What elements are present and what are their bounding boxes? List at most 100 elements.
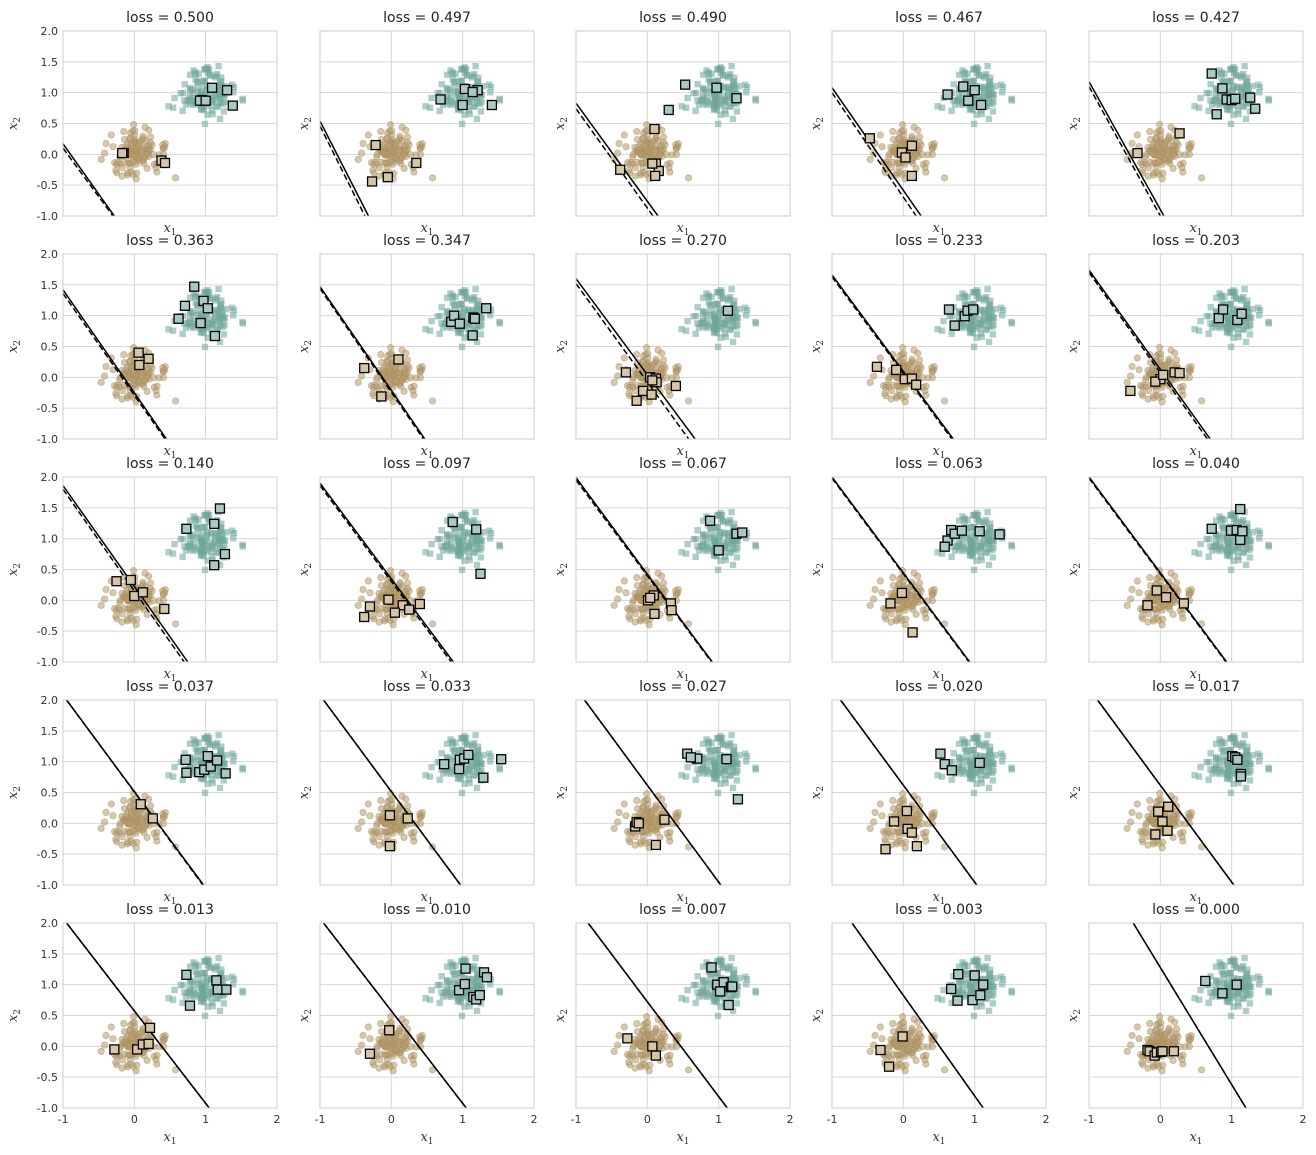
- class1-point: [452, 739, 459, 746]
- class0-point: [428, 620, 437, 628]
- class0-point: [127, 837, 135, 845]
- class1-point: [964, 70, 971, 77]
- batch-point: [620, 367, 632, 378]
- class0-point: [623, 827, 632, 836]
- class1-point: [695, 101, 703, 108]
- class1-point: [978, 110, 985, 118]
- class0-point: [633, 581, 642, 590]
- class0-point: [143, 610, 151, 618]
- class1-point: [218, 743, 225, 750]
- class1-point: [1231, 66, 1239, 73]
- class1-point: [725, 530, 732, 537]
- class0-point: [940, 397, 949, 405]
- class1-point: [1242, 115, 1250, 123]
- class1-point: [955, 294, 963, 301]
- class1-point: [190, 547, 197, 555]
- class0-point: [109, 812, 117, 820]
- class0-point: [910, 569, 918, 577]
- class1-point: [1197, 540, 1204, 548]
- class1-point: [950, 543, 957, 550]
- batch-point: [173, 313, 184, 324]
- class1-point: [989, 554, 997, 561]
- batch-point: [1151, 585, 1162, 596]
- class1-point: [986, 90, 993, 97]
- class1-point: [970, 566, 978, 574]
- class1-point: [990, 321, 997, 329]
- y-axis-label: x2: [1066, 563, 1083, 576]
- batch-point: [1174, 367, 1185, 379]
- class1-point: [729, 338, 737, 346]
- class0-point: [1166, 159, 1174, 167]
- class1-point: [722, 542, 729, 549]
- class1-point: [181, 97, 188, 104]
- class0-point: [631, 387, 639, 395]
- class1-point: [973, 334, 980, 341]
- class1-point: [951, 547, 959, 554]
- class0-point: [1144, 387, 1152, 395]
- class1-point: [221, 98, 228, 106]
- batch-point: [679, 79, 691, 90]
- class1-point: [451, 84, 458, 91]
- class1-point: [1242, 545, 1250, 553]
- class1-point: [1224, 315, 1231, 322]
- batch-point: [159, 157, 171, 169]
- class1-point: [212, 536, 219, 543]
- class1-point: [461, 292, 469, 300]
- class0-point: [364, 131, 372, 139]
- class1-point: [951, 101, 959, 108]
- y-tick-label: 2.0: [41, 248, 59, 261]
- class0-point: [643, 790, 651, 798]
- class1-point: [1224, 105, 1232, 112]
- class0-point: [1138, 612, 1146, 621]
- class1-point: [722, 110, 729, 118]
- class0-point: [625, 389, 633, 398]
- class1-point: [461, 69, 469, 77]
- class0-point: [118, 618, 126, 626]
- batch-point: [159, 603, 170, 615]
- axes-frame: [831, 253, 1047, 440]
- boundary-line: [320, 482, 454, 662]
- class1-point: [955, 517, 963, 524]
- batch-point: [732, 794, 744, 805]
- class1-point: [1212, 517, 1220, 524]
- batch-point: [1217, 83, 1228, 94]
- class1-point: [699, 95, 707, 102]
- batch-point: [129, 590, 140, 602]
- class1-point: [976, 548, 983, 555]
- class0-point: [912, 819, 920, 827]
- class0-point: [354, 824, 362, 833]
- class1-point: [714, 323, 722, 330]
- class1-point: [978, 333, 985, 341]
- class1-point: [934, 326, 941, 333]
- class1-point: [223, 528, 230, 536]
- class1-point: [1235, 110, 1242, 118]
- subplot-title: loss = 0.063: [895, 456, 983, 472]
- class0-point: [921, 164, 929, 172]
- class1-point: [465, 553, 472, 560]
- class1-point: [457, 735, 465, 742]
- class0-point: [102, 139, 110, 148]
- class1-point: [1214, 309, 1222, 316]
- class1-point: [171, 763, 178, 771]
- class0-point: [614, 372, 622, 380]
- class0-point: [900, 796, 908, 804]
- boundary-line: [1089, 477, 1228, 662]
- class0-point: [143, 387, 151, 395]
- plot-area: [832, 62, 1016, 216]
- class1-point: [989, 331, 997, 338]
- boundary-line-dashed: [832, 92, 917, 216]
- class1-point: [727, 319, 734, 326]
- class1-point: [195, 739, 202, 746]
- class1-point: [480, 82, 487, 90]
- class0-point: [102, 362, 110, 371]
- class1-point: [729, 79, 737, 86]
- class1-point: [973, 111, 980, 118]
- class1-point: [731, 74, 738, 81]
- class0-point: [1144, 164, 1152, 172]
- class0-point: [120, 350, 128, 359]
- class0-point: [631, 172, 639, 180]
- class0-point: [377, 804, 386, 813]
- class1-point: [447, 547, 454, 555]
- class0-point: [871, 585, 879, 594]
